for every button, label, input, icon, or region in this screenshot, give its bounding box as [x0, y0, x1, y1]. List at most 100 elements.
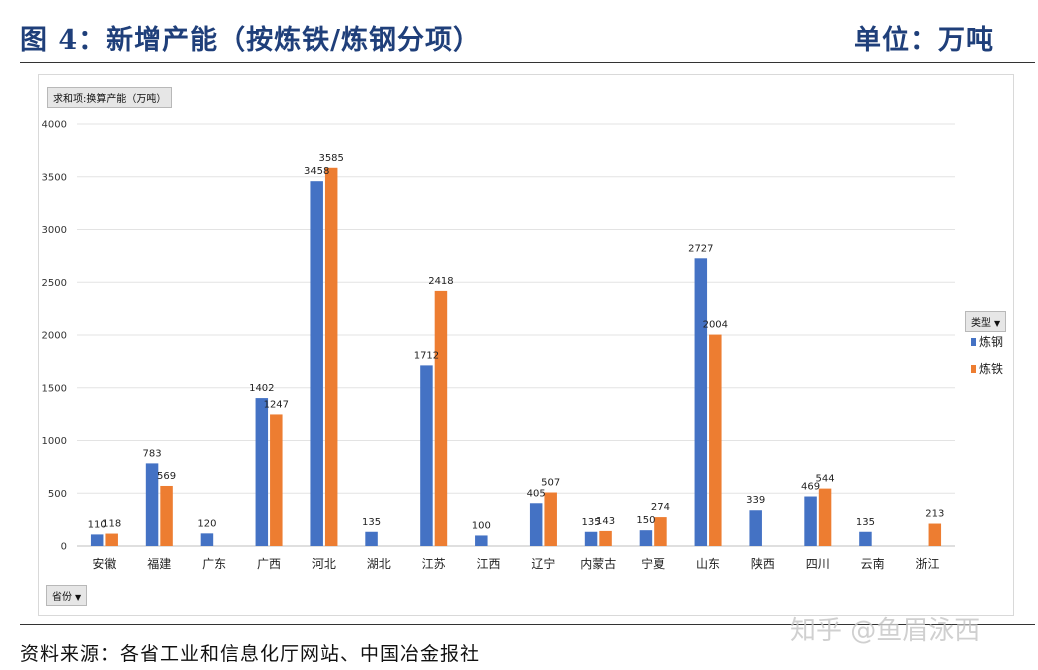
bar-iron: [544, 492, 557, 546]
y-tick-label: 1500: [42, 383, 67, 394]
x-tick-label: 浙江: [916, 557, 940, 571]
data-label: 1712: [414, 350, 439, 361]
y-tick-label: 3000: [42, 225, 67, 236]
bar-iron: [599, 530, 612, 546]
x-tick-label: 福建: [147, 556, 171, 571]
x-tick-label: 河北: [312, 557, 336, 571]
x-tick-label: 江苏: [422, 557, 446, 571]
bar-iron: [709, 334, 722, 546]
x-tick-label: 江西: [477, 557, 501, 571]
chart-area: 求和项:换算产能（万吨） 0 500 1000 1500 2000 2500 3000 350…: [38, 74, 1014, 616]
bar-steel: [749, 510, 762, 546]
x-tick-label: 湖北: [367, 556, 391, 571]
data-label: 569: [157, 471, 176, 482]
data-label: 1402: [249, 383, 274, 394]
pivot-value-field-label: 求和项:换算产能（万吨）: [53, 94, 167, 105]
bar-steel: [90, 534, 104, 546]
bars: [90, 167, 942, 546]
legend-swatch: [971, 365, 976, 373]
bar-iron: [324, 167, 338, 546]
data-label: 469: [801, 482, 820, 493]
bar-iron: [654, 517, 667, 546]
x-tick-label: 四川: [806, 557, 830, 571]
dropdown-arrow-icon: ▼: [75, 593, 82, 602]
pivot-column-field-label: 类型: [971, 318, 991, 329]
y-tick-label: 500: [48, 489, 67, 500]
data-label: 783: [143, 448, 162, 459]
report-header: 图 4：新增产能（按炼铁/炼钢分项） 单位：万吨: [0, 0, 1038, 62]
bar-steel: [639, 530, 653, 546]
x-tick-label: 广西: [257, 557, 281, 571]
y-tick-label: 3500: [42, 172, 67, 183]
data-label: 213: [925, 509, 944, 520]
bar-iron: [160, 485, 173, 546]
bar-steel: [145, 463, 159, 546]
data-label: 2004: [703, 320, 728, 331]
y-tick-label: 1000: [42, 436, 67, 447]
pivot-column-field-button[interactable]: 类型 ▼: [965, 311, 1007, 332]
x-tick-label: 广东: [202, 557, 226, 571]
bar-steel: [420, 365, 433, 546]
x-tick-label: 安徽: [92, 556, 116, 571]
bar-steel: [200, 533, 214, 546]
pivot-value-field-button[interactable]: 求和项:换算产能（万吨）: [47, 87, 173, 108]
data-label: 110: [88, 519, 107, 530]
figure-title: 图 4：新增产能（按炼铁/炼钢分项）: [20, 25, 482, 56]
data-label: 120: [197, 518, 216, 529]
bar-steel: [804, 496, 817, 546]
data-label: 544: [816, 474, 835, 485]
legend-label: 炼铁: [979, 361, 1003, 376]
unit-label: 单位：万吨: [854, 25, 994, 56]
x-tick-label: 宁夏: [641, 556, 665, 571]
bar-iron: [270, 414, 283, 546]
bar-steel: [529, 503, 543, 546]
bottom-rule: [20, 624, 1035, 625]
data-label: 143: [596, 516, 615, 527]
watermark: 知乎 @鱼眉泳西: [790, 616, 981, 646]
legend-swatch: [971, 338, 976, 346]
bar-iron: [818, 488, 832, 546]
data-label: 507: [541, 478, 560, 489]
x-tick-label: 山东: [696, 557, 720, 571]
x-axis: 安徽 福建 广东 广西 河北 湖北 江苏 江西 辽宁 内蒙古 宁夏 山东 陕西 四川 云南 浙江: [92, 556, 939, 571]
x-tick-label: 辽宁: [531, 556, 555, 571]
data-label: 135: [856, 517, 875, 528]
x-tick-label: 云南: [861, 556, 885, 571]
pivot-row-field-button[interactable]: 省份 ▼: [46, 585, 88, 606]
bar-iron: [928, 523, 942, 546]
y-tick-label: 4000: [42, 120, 67, 131]
bar-steel: [365, 531, 378, 546]
bar-steel: [694, 258, 708, 546]
x-tick-label: 内蒙古: [580, 556, 616, 571]
dropdown-arrow-icon: ▼: [994, 319, 1001, 328]
data-label: 135: [582, 517, 601, 528]
data-label: 3585: [318, 153, 343, 164]
source-note: 资料来源：各省工业和信息化厅网站、中国冶金报社: [20, 643, 481, 665]
data-label: 135: [362, 517, 381, 528]
pivot-row-field-label: 省份: [52, 592, 72, 603]
data-label: 2418: [428, 276, 453, 287]
bar-iron: [434, 290, 448, 546]
data-label: 100: [472, 520, 491, 531]
data-label: 405: [527, 488, 546, 499]
y-tick-label: 2500: [42, 278, 67, 289]
y-tick-label: 2000: [42, 331, 67, 342]
data-label: 150: [636, 515, 655, 526]
bar-iron: [105, 533, 118, 546]
y-tick-label: 0: [61, 542, 67, 553]
data-label: 339: [746, 495, 765, 506]
data-label: 3458: [304, 166, 329, 177]
bar-steel: [310, 181, 323, 546]
x-tick-label: 陕西: [751, 556, 775, 571]
data-label: 118: [102, 519, 121, 530]
data-label: 2727: [688, 243, 713, 254]
data-label: 274: [651, 502, 670, 513]
bar-steel: [475, 535, 488, 546]
y-axis: 0 500 1000 1500 2000 2500 3000 3500 4000: [42, 120, 67, 553]
bar-steel: [584, 531, 598, 546]
top-rule: [20, 62, 1035, 63]
bar-steel: [255, 398, 269, 546]
